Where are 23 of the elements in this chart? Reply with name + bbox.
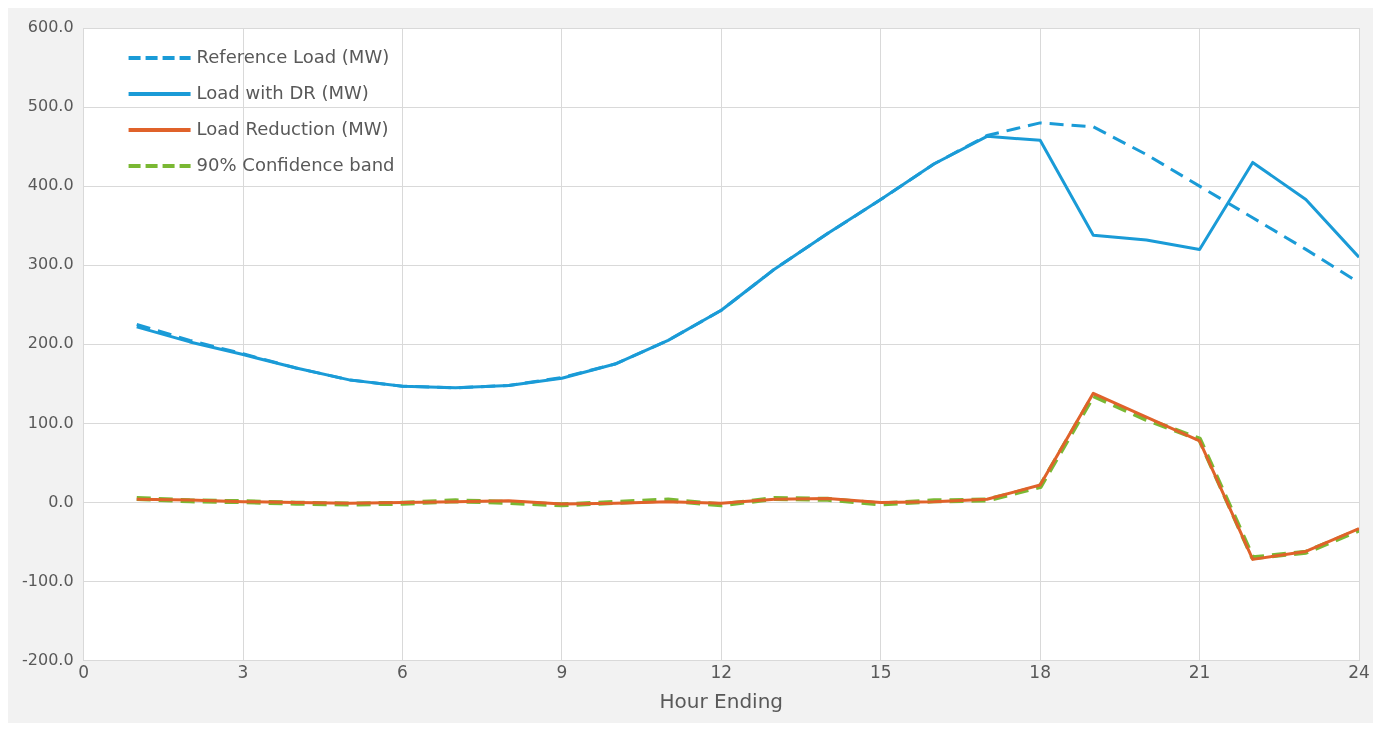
x-tick-label: 0 bbox=[78, 662, 89, 683]
x-tick-label: 12 bbox=[710, 662, 733, 683]
x-tick-label: 24 bbox=[1348, 662, 1370, 683]
legend-label: Load Reduction (MW) bbox=[196, 117, 389, 139]
x-tick-label: 15 bbox=[869, 662, 892, 683]
y-tick-label: 600.0 bbox=[27, 17, 74, 37]
y-tick-label: 0.0 bbox=[48, 491, 74, 511]
x-tick-label: 6 bbox=[397, 662, 408, 683]
x-tick-label: 3 bbox=[237, 662, 249, 683]
y-tick-label: 400.0 bbox=[27, 175, 74, 195]
x-tick-label: 18 bbox=[1029, 662, 1051, 683]
y-tick-label: 200.0 bbox=[27, 333, 74, 353]
y-tick-label: 500.0 bbox=[27, 96, 74, 116]
x-tick-label: 9 bbox=[556, 662, 568, 683]
y-tick-label: 100.0 bbox=[27, 412, 74, 432]
legend-label: Reference Load (MW) bbox=[196, 45, 390, 67]
y-tick-label: -100.0 bbox=[22, 570, 74, 590]
x-tick-label: 21 bbox=[1188, 662, 1211, 683]
x-axis-title: Hour Ending bbox=[659, 689, 784, 714]
y-tick-label: 300.0 bbox=[27, 254, 74, 274]
legend-label: 90% Confidence band bbox=[196, 153, 395, 175]
y-tick-label: -200.0 bbox=[22, 649, 74, 669]
legend-label: Load with DR (MW) bbox=[196, 81, 369, 103]
